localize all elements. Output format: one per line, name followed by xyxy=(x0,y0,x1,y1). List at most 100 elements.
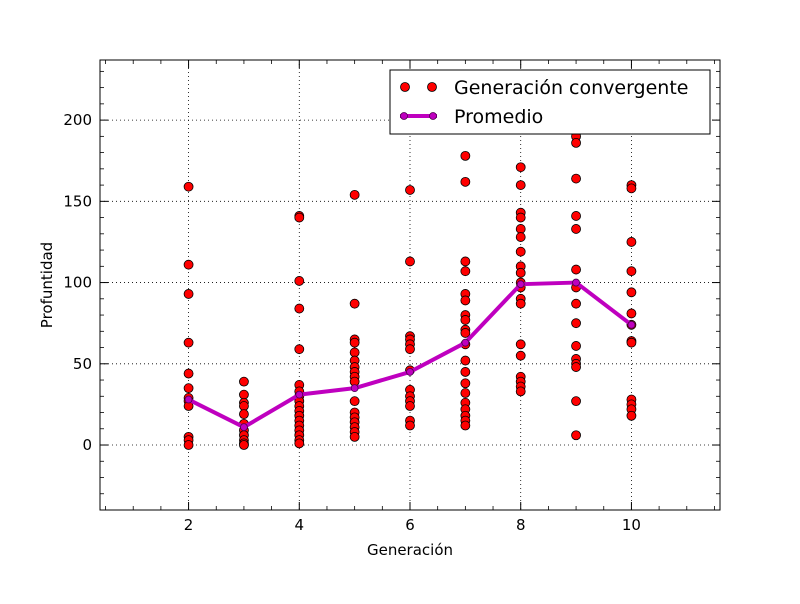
data-point xyxy=(571,264,581,275)
data-point xyxy=(239,389,249,400)
data-point xyxy=(571,298,581,309)
average-point xyxy=(184,395,193,404)
data-point xyxy=(294,276,305,286)
data-point xyxy=(349,189,360,200)
data-point xyxy=(515,212,526,223)
data-point xyxy=(571,137,581,148)
data-point xyxy=(571,430,581,441)
data-point xyxy=(349,431,360,442)
data-point xyxy=(626,266,637,277)
average-point xyxy=(516,280,525,289)
data-point xyxy=(460,315,471,325)
data-point xyxy=(626,410,637,421)
legend-marker-average-2 xyxy=(429,112,437,120)
data-point xyxy=(626,237,637,247)
data-point xyxy=(183,368,194,379)
y-tick-label: 100 xyxy=(63,274,92,292)
data-point xyxy=(515,386,526,397)
data-point xyxy=(626,183,637,194)
data-point xyxy=(349,347,360,358)
data-point xyxy=(239,409,249,420)
data-point xyxy=(571,173,581,184)
data-point xyxy=(571,341,581,351)
data-point xyxy=(294,303,305,314)
data-point xyxy=(183,181,194,192)
data-point xyxy=(460,176,471,187)
series-marks xyxy=(183,131,637,450)
data-point xyxy=(515,224,526,234)
x-tick-label: 2 xyxy=(184,516,194,534)
data-point xyxy=(239,376,249,387)
y-tick-label: 150 xyxy=(63,192,92,210)
data-point xyxy=(405,401,415,411)
data-point xyxy=(515,246,526,257)
data-point xyxy=(239,440,249,450)
data-point xyxy=(460,295,471,306)
y-tick-label: 50 xyxy=(73,355,92,373)
legend-marker-average-1 xyxy=(400,112,408,120)
data-point xyxy=(460,378,471,389)
data-point xyxy=(294,212,305,223)
data-point xyxy=(183,289,194,299)
data-point xyxy=(183,259,194,270)
data-point xyxy=(571,211,581,221)
data-point xyxy=(515,162,526,173)
data-point xyxy=(515,180,526,190)
x-tick-label: 6 xyxy=(405,516,415,534)
x-tick-label: 10 xyxy=(622,516,641,534)
data-point xyxy=(460,150,471,161)
legend-marker-points-2 xyxy=(427,82,437,92)
data-point xyxy=(183,440,194,450)
legend-label-average: Promedio xyxy=(454,106,543,128)
data-point xyxy=(571,224,581,234)
x-tick-label: 8 xyxy=(516,516,526,534)
data-point xyxy=(460,367,471,377)
data-point xyxy=(294,438,305,449)
data-point xyxy=(460,388,471,398)
legend-marker-points-1 xyxy=(400,82,410,92)
y-tick-label: 200 xyxy=(63,111,92,129)
data-point xyxy=(349,396,360,407)
y-tick-label: 0 xyxy=(82,436,92,454)
data-point xyxy=(626,287,637,298)
average-point xyxy=(350,384,359,393)
data-point xyxy=(515,232,526,242)
y-axis-label: Profuntidad xyxy=(38,242,56,328)
data-point xyxy=(571,318,581,329)
data-point xyxy=(515,267,526,278)
data-point xyxy=(460,266,471,277)
average-point xyxy=(572,278,580,287)
data-point xyxy=(460,355,471,366)
data-point xyxy=(405,420,415,431)
data-point xyxy=(626,337,637,348)
data-point xyxy=(515,350,526,361)
legend-frame xyxy=(389,69,711,135)
data-point xyxy=(405,256,415,267)
data-point xyxy=(460,328,471,338)
data-point xyxy=(405,185,415,195)
data-point xyxy=(294,344,305,355)
x-tick-label: 4 xyxy=(295,516,305,534)
data-point xyxy=(460,256,471,267)
data-point xyxy=(626,308,637,319)
data-point xyxy=(571,396,581,407)
data-point xyxy=(405,344,415,355)
average-point xyxy=(240,423,248,432)
data-point xyxy=(515,298,526,309)
data-point xyxy=(349,337,360,348)
data-point xyxy=(183,383,194,394)
data-point xyxy=(460,420,471,431)
x-axis-label: Generación xyxy=(367,541,453,559)
data-point xyxy=(239,401,249,411)
legend-label-points: Generación convergente xyxy=(454,77,689,99)
legend: Generación convergente Promedio xyxy=(389,69,711,135)
data-point xyxy=(515,339,526,350)
average-point xyxy=(461,338,470,347)
data-point xyxy=(349,298,360,309)
data-point xyxy=(571,362,581,372)
average-point xyxy=(406,368,414,376)
data-point xyxy=(183,337,194,348)
